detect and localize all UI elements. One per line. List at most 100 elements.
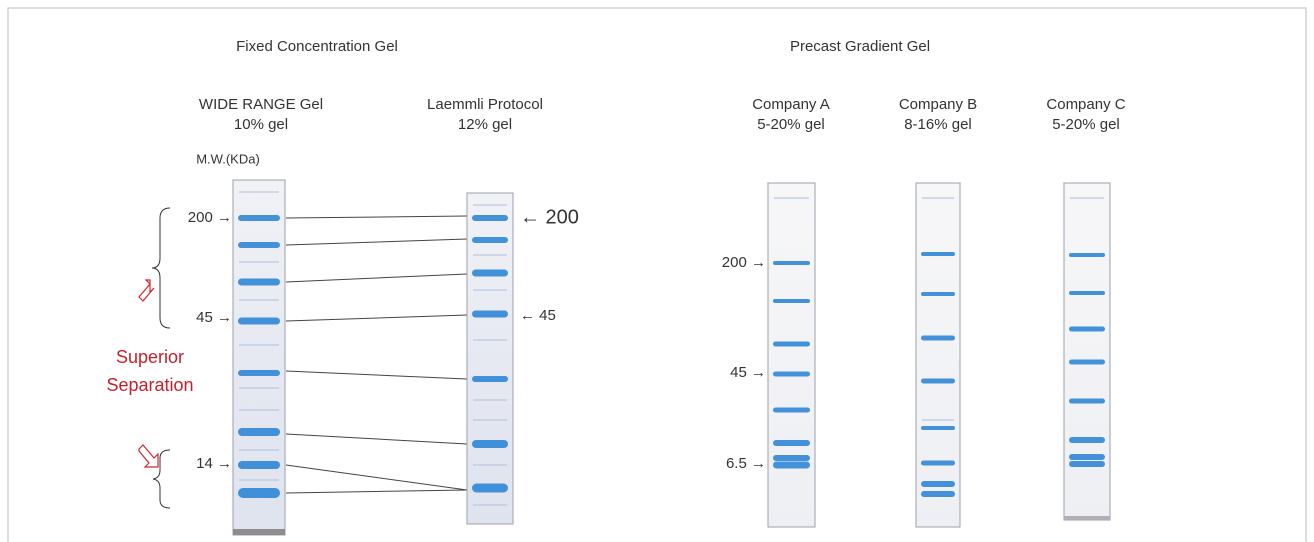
arrow-up	[139, 280, 154, 301]
faint-band	[239, 409, 279, 411]
band	[1069, 454, 1105, 460]
marker-label: ← 200	[520, 206, 579, 228]
band	[238, 279, 280, 286]
annotation: Superior	[116, 347, 184, 367]
lane-title: Company B	[899, 96, 977, 113]
band	[472, 270, 508, 277]
band	[472, 215, 508, 221]
lane-title: WIDE RANGE Gel	[199, 96, 323, 113]
faint-band	[473, 289, 507, 291]
faint-band	[473, 399, 507, 401]
connector	[286, 216, 467, 218]
gel-lane	[233, 180, 285, 535]
band	[1069, 461, 1105, 467]
band	[773, 372, 810, 377]
lane-gel: 12% gel	[458, 116, 512, 133]
faint-band	[1070, 197, 1104, 199]
band	[472, 311, 508, 318]
marker-label: 14 →	[196, 455, 232, 472]
band	[921, 461, 955, 466]
band	[472, 237, 508, 243]
band	[773, 440, 810, 446]
band	[1069, 253, 1105, 257]
faint-band	[239, 191, 279, 193]
band	[1069, 291, 1105, 295]
faint-band	[473, 419, 507, 421]
faint-band	[239, 479, 279, 481]
faint-band	[774, 197, 809, 199]
gel-lane	[1064, 183, 1110, 520]
marker-label: 6.5 →	[726, 455, 766, 472]
band	[921, 491, 955, 497]
faint-band	[473, 254, 507, 256]
lane-gel: 8-16% gel	[904, 116, 972, 133]
band	[1069, 437, 1105, 443]
marker-label: ← 45	[520, 307, 556, 324]
band	[238, 461, 280, 469]
brace	[152, 208, 170, 328]
band	[238, 215, 280, 221]
gel-lane	[916, 183, 960, 527]
connector	[286, 465, 467, 490]
band	[921, 252, 955, 256]
gel-lane	[768, 183, 815, 527]
connector	[286, 434, 467, 444]
faint-band	[239, 449, 279, 451]
band	[472, 376, 508, 382]
faint-band	[239, 261, 279, 263]
band	[773, 261, 810, 265]
faint-band	[239, 387, 279, 389]
connector	[286, 490, 467, 493]
band	[773, 342, 810, 347]
gel-edge	[1064, 516, 1110, 520]
band	[921, 379, 955, 384]
band	[1069, 399, 1105, 404]
faint-band	[473, 339, 507, 341]
connector	[286, 239, 467, 245]
band	[472, 484, 508, 493]
faint-band	[922, 419, 954, 421]
gels	[233, 180, 1110, 535]
band	[921, 481, 955, 487]
marker-label: 45 →	[196, 309, 232, 326]
connector	[286, 274, 467, 282]
lane-gel: 10% gel	[234, 116, 288, 133]
band	[472, 440, 508, 448]
connector	[286, 371, 467, 379]
faint-band	[239, 299, 279, 301]
arrow-down	[139, 445, 158, 467]
faint-band	[473, 504, 507, 506]
faint-band	[473, 204, 507, 206]
band	[238, 318, 280, 325]
marker-label: 45 →	[730, 364, 766, 381]
gel-edge	[233, 529, 285, 535]
band	[1069, 360, 1105, 365]
faint-band	[473, 464, 507, 466]
band	[238, 428, 280, 436]
faint-band	[239, 344, 279, 346]
band	[921, 426, 955, 430]
band	[773, 455, 810, 461]
lane-gel: 5-20% gel	[757, 116, 825, 133]
panel-title: Precast Gradient Gel	[790, 38, 930, 55]
band	[921, 336, 955, 341]
band	[921, 292, 955, 296]
band	[238, 488, 280, 498]
lane-gel: 5-20% gel	[1052, 116, 1120, 133]
band	[1069, 327, 1105, 332]
lane-title: Laemmli Protocol	[427, 96, 543, 113]
figure: Fixed Concentration Gel Precast Gradient…	[0, 0, 1314, 542]
lane-title: Company C	[1046, 96, 1125, 113]
faint-band	[922, 197, 954, 199]
lane-title: Company A	[752, 96, 830, 113]
connector	[286, 315, 467, 321]
band	[773, 299, 810, 303]
band	[773, 408, 810, 413]
band	[773, 462, 810, 469]
band	[238, 242, 280, 248]
panel-title: Fixed Concentration Gel	[236, 38, 398, 55]
marker-label: 200 →	[188, 209, 232, 226]
band	[238, 370, 280, 376]
marker-label: 200 →	[722, 254, 766, 271]
annotation: Separation	[106, 375, 193, 395]
